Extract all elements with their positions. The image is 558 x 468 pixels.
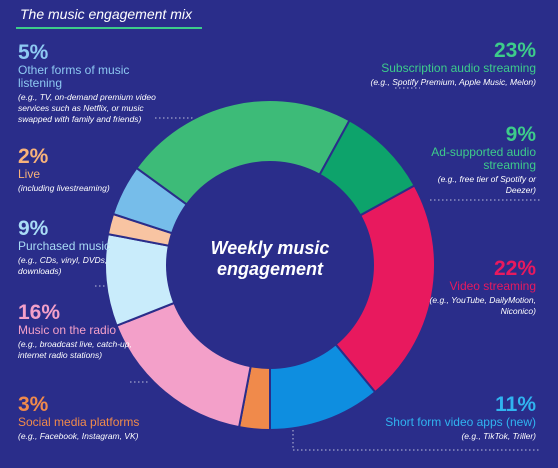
center-label: Weekly music engagement [205,238,335,280]
name-live: Live [18,167,41,181]
name-other-forms: Other forms of music listening [18,63,130,90]
label-live: 2% Live (including livestreaming) [18,146,128,194]
name-music-on-radio: Music on the radio [18,323,117,337]
pct-live: 2% [18,145,49,168]
name-video-streaming: Video streaming [449,279,537,293]
example-video-streaming: (e.g., YouTube, DailyMotion, Niconico) [429,295,536,316]
label-video-streaming: 22% Video streaming (e.g., YouTube, Dail… [421,258,536,317]
example-music-on-radio: (e.g., broadcast live, catch-up, interne… [18,339,132,360]
label-ad-supported-audio: 9% Ad-supported audio streaming (e.g., f… [416,124,536,196]
example-social-media: (e.g., Facebook, Instagram, VK) [18,431,139,441]
pct-subscription-audio: 23% [493,39,536,62]
pct-social-media: 3% [18,393,49,416]
example-short-form-video: (e.g., TikTok, Triller) [461,431,536,441]
example-purchased-music: (e.g., CDs, vinyl, DVDs, downloads) [18,255,108,276]
name-ad-supported-audio: Ad-supported audio streaming [431,145,536,172]
example-ad-supported-audio: (e.g., free tier of Spotify or Deezer) [437,174,536,195]
center-label-line-2: engagement [216,259,324,279]
label-subscription-audio: 23% Subscription audio streaming (e.g., … [306,39,537,88]
example-other-forms: (e.g., TV, on-demand premium video servi… [18,92,156,124]
label-music-on-radio: 16% Music on the radio (e.g., broadcast … [18,302,136,361]
name-short-form-video: Short form video apps (new) [385,415,536,429]
example-live: (including livestreaming) [18,183,110,193]
example-subscription-audio: (e.g., Spotify Premium, Apple Music, Mel… [370,77,537,87]
center-label-line-1: Weekly music [210,238,330,258]
pct-purchased-music: 9% [18,217,49,240]
name-social-media: Social media platforms [18,415,140,429]
label-other-forms: 5% Other forms of music listening (e.g.,… [18,42,158,125]
title-underline [16,27,202,29]
label-short-form-video: 11% Short form video apps (new) (e.g., T… [336,394,536,442]
label-purchased-music: 9% Purchased music (e.g., CDs, vinyl, DV… [18,218,118,277]
chart-title: The music engagement mix [20,6,192,22]
pct-short-form-video: 11% [495,393,536,416]
pct-video-streaming: 22% [493,257,536,280]
leader-line [292,422,540,451]
name-subscription-audio: Subscription audio streaming [381,61,536,75]
label-social-media: 3% Social media platforms (e.g., Faceboo… [18,394,188,442]
donut-hole [166,161,374,369]
pct-ad-supported-audio: 9% [505,123,536,146]
name-purchased-music: Purchased music [18,239,111,253]
pct-music-on-radio: 16% [18,301,61,324]
pct-other-forms: 5% [18,41,49,64]
